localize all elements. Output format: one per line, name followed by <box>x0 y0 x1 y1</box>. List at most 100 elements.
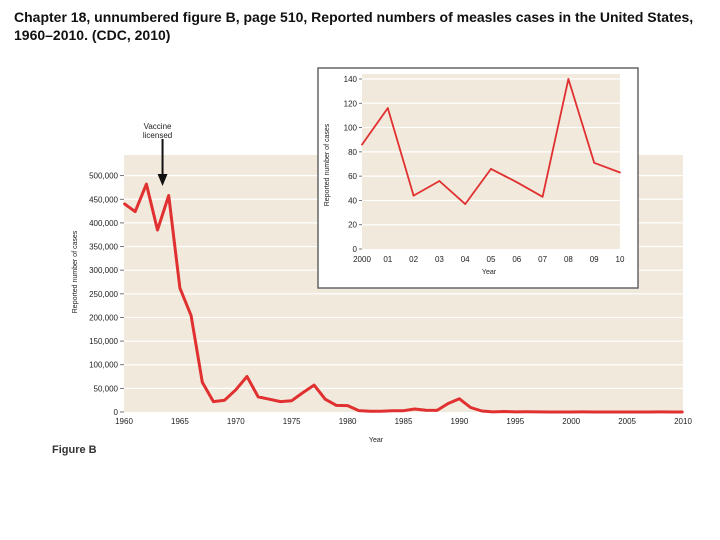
inset-data-points <box>361 78 621 205</box>
inset-x-tick-label: 08 <box>564 255 573 264</box>
inset-y-tick-label: 40 <box>348 196 357 205</box>
inset-x-tick-label: 03 <box>435 255 444 264</box>
inset-y-tick-label: 0 <box>353 245 358 254</box>
main-data-point <box>592 411 595 413</box>
inset-y-tick-label: 100 <box>344 124 358 133</box>
inset-y-tick-label: 140 <box>344 75 358 84</box>
main-data-point <box>301 391 304 394</box>
inset-data-point <box>361 143 363 146</box>
main-y-tick-label: 200,000 <box>89 313 118 322</box>
main-data-point <box>201 381 204 384</box>
inset-data-point <box>619 171 621 174</box>
vaccine-licensed-annotation: Vaccine licensed <box>143 122 172 140</box>
inset-x-tick-label: 2000 <box>353 255 371 264</box>
inset-x-axis-label: Year <box>482 269 497 276</box>
main-data-point <box>257 395 260 398</box>
inset-y-axis-label: Reported number of cases <box>324 123 331 206</box>
slide-title: Chapter 18, unnumbered figure B, page 51… <box>14 9 694 43</box>
inset-x-tick-label: 06 <box>512 255 521 264</box>
main-data-point <box>413 408 416 410</box>
main-data-point <box>570 411 573 413</box>
main-x-tick-label: 1960 <box>115 417 133 426</box>
main-data-point <box>480 410 483 412</box>
main-y-tick-label: 450,000 <box>89 195 118 204</box>
main-data-point <box>167 194 170 197</box>
vaccine-label-line: Vaccine <box>144 122 172 131</box>
inset-data-point <box>567 78 570 80</box>
inset-chart: 0 20 40 60 80 100 120 140 2000 01 02 03 04 05 06 07 08 0… <box>317 67 639 289</box>
main-data-point <box>290 399 293 402</box>
main-y-tick-label: 150,000 <box>89 337 118 346</box>
inset-y-tick-labels: 0 20 40 60 80 100 120 140 <box>344 75 362 254</box>
main-data-point <box>234 388 237 391</box>
inset-data-point <box>515 181 518 184</box>
inset-data-point <box>438 180 441 182</box>
inset-gridlines <box>362 78 620 226</box>
inset-y-tick-label: 120 <box>344 99 358 108</box>
main-data-point <box>424 409 427 412</box>
main-x-tick-label: 2010 <box>674 417 692 426</box>
main-x-tick-label: 1985 <box>395 417 413 426</box>
main-x-tick-label: 1975 <box>283 417 301 426</box>
main-data-point <box>179 287 181 290</box>
main-data-point <box>145 183 148 186</box>
main-data-point <box>648 411 651 413</box>
main-data-point <box>536 411 539 413</box>
main-data-point <box>670 411 673 413</box>
main-x-tick-label: 1995 <box>506 417 524 426</box>
main-data-point <box>369 410 371 413</box>
main-data-point <box>447 402 450 405</box>
main-x-tick-label: 1980 <box>339 417 357 426</box>
inset-data-point <box>386 107 389 110</box>
main-data-point <box>436 409 438 412</box>
main-data-point <box>324 398 327 401</box>
main-data-point <box>357 409 360 412</box>
main-data-point <box>492 410 494 413</box>
main-y-tick-label: 100,000 <box>89 361 118 370</box>
main-data-point <box>134 210 137 213</box>
inset-x-tick-label: 04 <box>461 255 470 264</box>
main-data-point <box>637 411 640 413</box>
inset-x-tick-label: 09 <box>590 255 599 264</box>
main-data-point <box>391 409 394 412</box>
main-data-point <box>682 411 684 413</box>
main-y-tick-label: 250,000 <box>89 290 118 299</box>
main-data-point <box>559 411 561 413</box>
inset-data-point <box>464 203 467 205</box>
main-data-point <box>581 411 584 413</box>
inset-plot-panel <box>362 74 620 249</box>
main-y-tick-label: 0 <box>114 408 119 417</box>
main-x-tick-label: 1990 <box>451 417 469 426</box>
main-y-axis-label: Reported number of cases <box>72 230 79 313</box>
main-y-tick-labels: 0 50,000 100,000 150,000 200,000 250,000 300,0… <box>89 172 124 417</box>
main-data-point <box>626 411 628 413</box>
main-x-tick-label: 2005 <box>618 417 636 426</box>
main-data-point <box>525 410 528 413</box>
main-data-point <box>380 410 383 413</box>
main-data-point <box>503 410 506 413</box>
inset-data-point <box>490 167 492 170</box>
main-data-point <box>603 411 606 413</box>
main-y-tick-label: 300,000 <box>89 266 118 275</box>
main-x-tick-labels: 1960 1965 1970 1975 1980 1985 1990 1995 2000 2005… <box>115 417 692 426</box>
main-data-point <box>659 411 662 413</box>
main-y-tick-label: 400,000 <box>89 219 118 228</box>
inset-data-point <box>541 195 544 198</box>
main-x-tick-label: 1965 <box>171 417 189 426</box>
inset-data-point <box>412 194 415 197</box>
main-data-point <box>458 397 461 400</box>
inset-y-tick-label: 60 <box>348 172 357 181</box>
inset-x-tick-labels: 2000 01 02 03 04 05 06 07 08 09 10 <box>353 255 625 264</box>
inset-x-tick-label: 05 <box>487 255 496 264</box>
main-data-point <box>313 384 315 386</box>
main-data-point <box>279 400 282 403</box>
main-data-point <box>615 411 617 413</box>
inset-y-tick-label: 20 <box>348 221 357 230</box>
inset-x-tick-label: 10 <box>616 255 625 264</box>
main-data-point <box>246 375 248 378</box>
main-data-point <box>335 404 338 407</box>
main-data-points <box>123 183 684 413</box>
main-data-point <box>212 400 215 403</box>
inset-x-tick-label: 07 <box>538 255 547 264</box>
